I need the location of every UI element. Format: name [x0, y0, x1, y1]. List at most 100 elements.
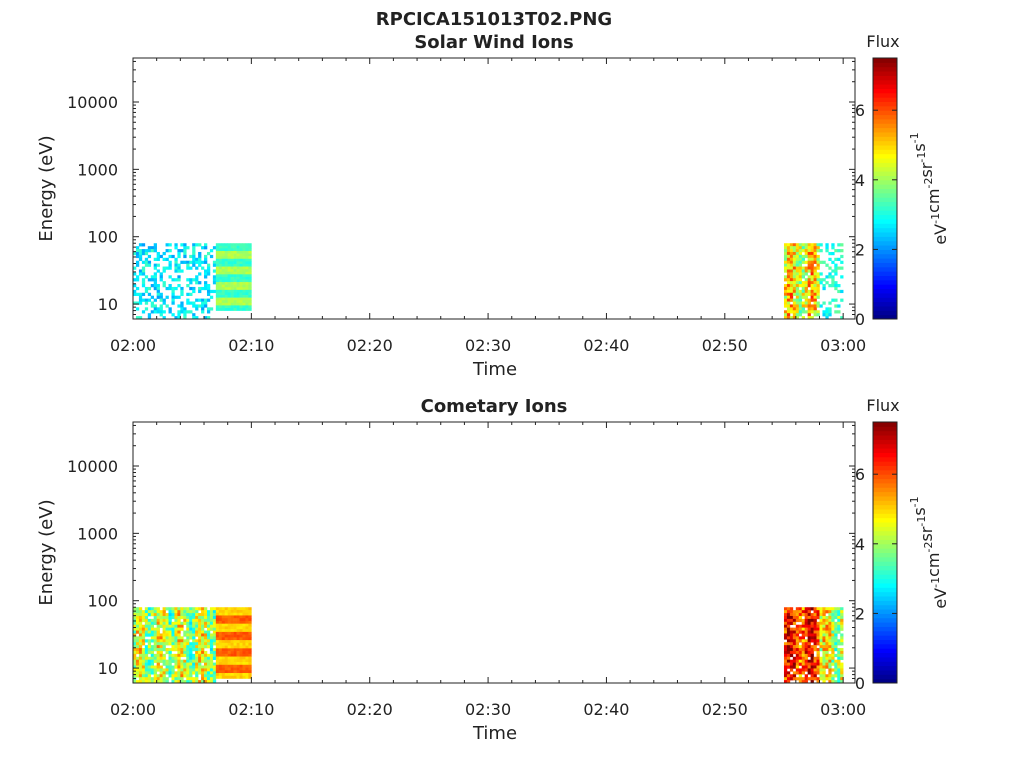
- spectrogram-cell: [819, 659, 823, 663]
- colorbar-swatch: [873, 232, 897, 237]
- spectrogram-cell: [242, 656, 246, 660]
- spectrogram-cell: [248, 631, 252, 635]
- spectrogram-cell: [239, 648, 243, 652]
- spectrogram-cell: [144, 627, 149, 631]
- spectrogram-cell: [171, 648, 175, 652]
- spectrogram-cell: [221, 289, 226, 293]
- spectrogram-cell: [206, 671, 211, 675]
- spectrogram-cell: [162, 668, 166, 672]
- spectrogram-cell: [162, 656, 166, 660]
- spectrogram-cell: [183, 665, 187, 669]
- spectrogram-cell: [156, 286, 160, 291]
- spectrogram-cell: [840, 650, 844, 655]
- x-tick-label: 02:40: [583, 700, 629, 719]
- spectrogram-cell: [804, 266, 808, 270]
- spectrogram-cell: [248, 651, 252, 655]
- spectrogram-cell: [819, 610, 823, 614]
- spectrogram-cell: [227, 607, 231, 611]
- spectrogram-cell: [201, 645, 205, 649]
- spectrogram-cell: [804, 624, 808, 628]
- spectrogram-cell: [171, 680, 175, 684]
- spectrogram-cell: [825, 659, 829, 663]
- colorbar-swatch: [873, 218, 897, 224]
- spectrogram-cell: [133, 266, 137, 270]
- spectrogram-cell: [822, 662, 826, 666]
- spectrogram-cell: [206, 630, 211, 634]
- spectrogram-cell: [245, 670, 249, 674]
- spectrogram-cell: [795, 630, 800, 634]
- colorbar-swatch: [873, 556, 897, 562]
- spectrogram-cell: [248, 256, 252, 260]
- spectrogram-cell: [792, 281, 797, 285]
- spectrogram-cell: [224, 609, 228, 614]
- spectrogram-cell: [195, 304, 199, 308]
- spectrogram-cell: [801, 636, 805, 640]
- spectrogram-cell: [195, 624, 199, 628]
- spectrogram-cell: [248, 305, 252, 309]
- spectrogram-cell: [159, 639, 163, 643]
- y-tick-label: 10000: [67, 93, 118, 112]
- spectrogram-cell: [192, 639, 196, 643]
- spectrogram-cell: [230, 261, 234, 265]
- spectrogram-cell: [227, 245, 231, 249]
- spectrogram-cell: [834, 671, 838, 675]
- spectrogram-cell: [218, 274, 223, 278]
- spectrogram: [133, 607, 844, 684]
- spectrogram-cell: [816, 289, 820, 294]
- spectrogram-cell: [828, 621, 832, 626]
- spectrogram-cell: [192, 624, 196, 628]
- spectrogram-cell: [215, 279, 220, 283]
- spectrogram-cell: [813, 266, 817, 270]
- spectrogram-cell: [165, 266, 169, 270]
- spectrogram-cell: [133, 650, 137, 655]
- spectrogram-cell: [180, 289, 184, 294]
- spectrogram-cell: [822, 607, 826, 611]
- spectrogram-cell: [162, 639, 166, 643]
- spectrogram-cell: [789, 627, 794, 631]
- spectrogram-cell: [786, 289, 791, 294]
- spectrogram-cell: [174, 269, 178, 273]
- spectrogram-cell: [144, 630, 149, 634]
- spectrogram-cell: [212, 636, 217, 640]
- spectrogram-cell: [206, 615, 211, 620]
- spectrogram-cell: [801, 627, 805, 631]
- spectrogram-cell: [183, 630, 187, 634]
- spectrogram-cell: [816, 671, 820, 675]
- spectrogram-cell: [786, 624, 791, 628]
- colorbar-swatch: [873, 179, 897, 185]
- spectrogram-cell: [198, 281, 202, 285]
- spectrogram-cell: [807, 260, 811, 264]
- spectrogram-cell: [798, 246, 803, 250]
- spectrogram-cell: [186, 624, 190, 628]
- spectrogram-cell: [804, 650, 808, 655]
- spectrogram-cell: [221, 623, 226, 627]
- spectrogram-cell: [159, 668, 163, 672]
- spectrogram-cell: [248, 269, 252, 273]
- spectrogram-cell: [135, 260, 140, 264]
- spectrogram-cell: [786, 284, 791, 288]
- spectrogram-cell: [230, 307, 234, 311]
- spectrogram-cell: [171, 301, 175, 305]
- spectrogram-cell: [215, 276, 220, 280]
- spectrogram-cell: [825, 615, 829, 620]
- spectrogram-cell: [192, 257, 196, 262]
- y-tick-label: 10000: [67, 457, 118, 476]
- spectrogram-cell: [236, 626, 240, 630]
- spectrogram-cell: [242, 645, 246, 649]
- spectrogram-cell: [248, 261, 252, 265]
- spectrogram-cell: [159, 636, 163, 640]
- spectrogram-cell: [828, 607, 832, 611]
- spectrogram-cell: [245, 258, 249, 262]
- spectrogram-cell: [174, 607, 178, 611]
- spectrogram-cell: [822, 633, 826, 637]
- spectrogram-cell: [807, 269, 811, 273]
- spectrogram-cell: [159, 624, 163, 628]
- spectrogram-cell: [786, 621, 791, 626]
- spectrogram-cell: [819, 260, 823, 264]
- spectrogram-cell: [195, 662, 199, 666]
- spectrogram-cell: [201, 680, 205, 684]
- spectrogram-cell: [789, 659, 794, 663]
- spectrogram-cell: [227, 256, 231, 260]
- spectrogram-cell: [224, 274, 228, 278]
- colorbar-unit-label: eV-1cm-2sr-1s-1: [908, 496, 950, 608]
